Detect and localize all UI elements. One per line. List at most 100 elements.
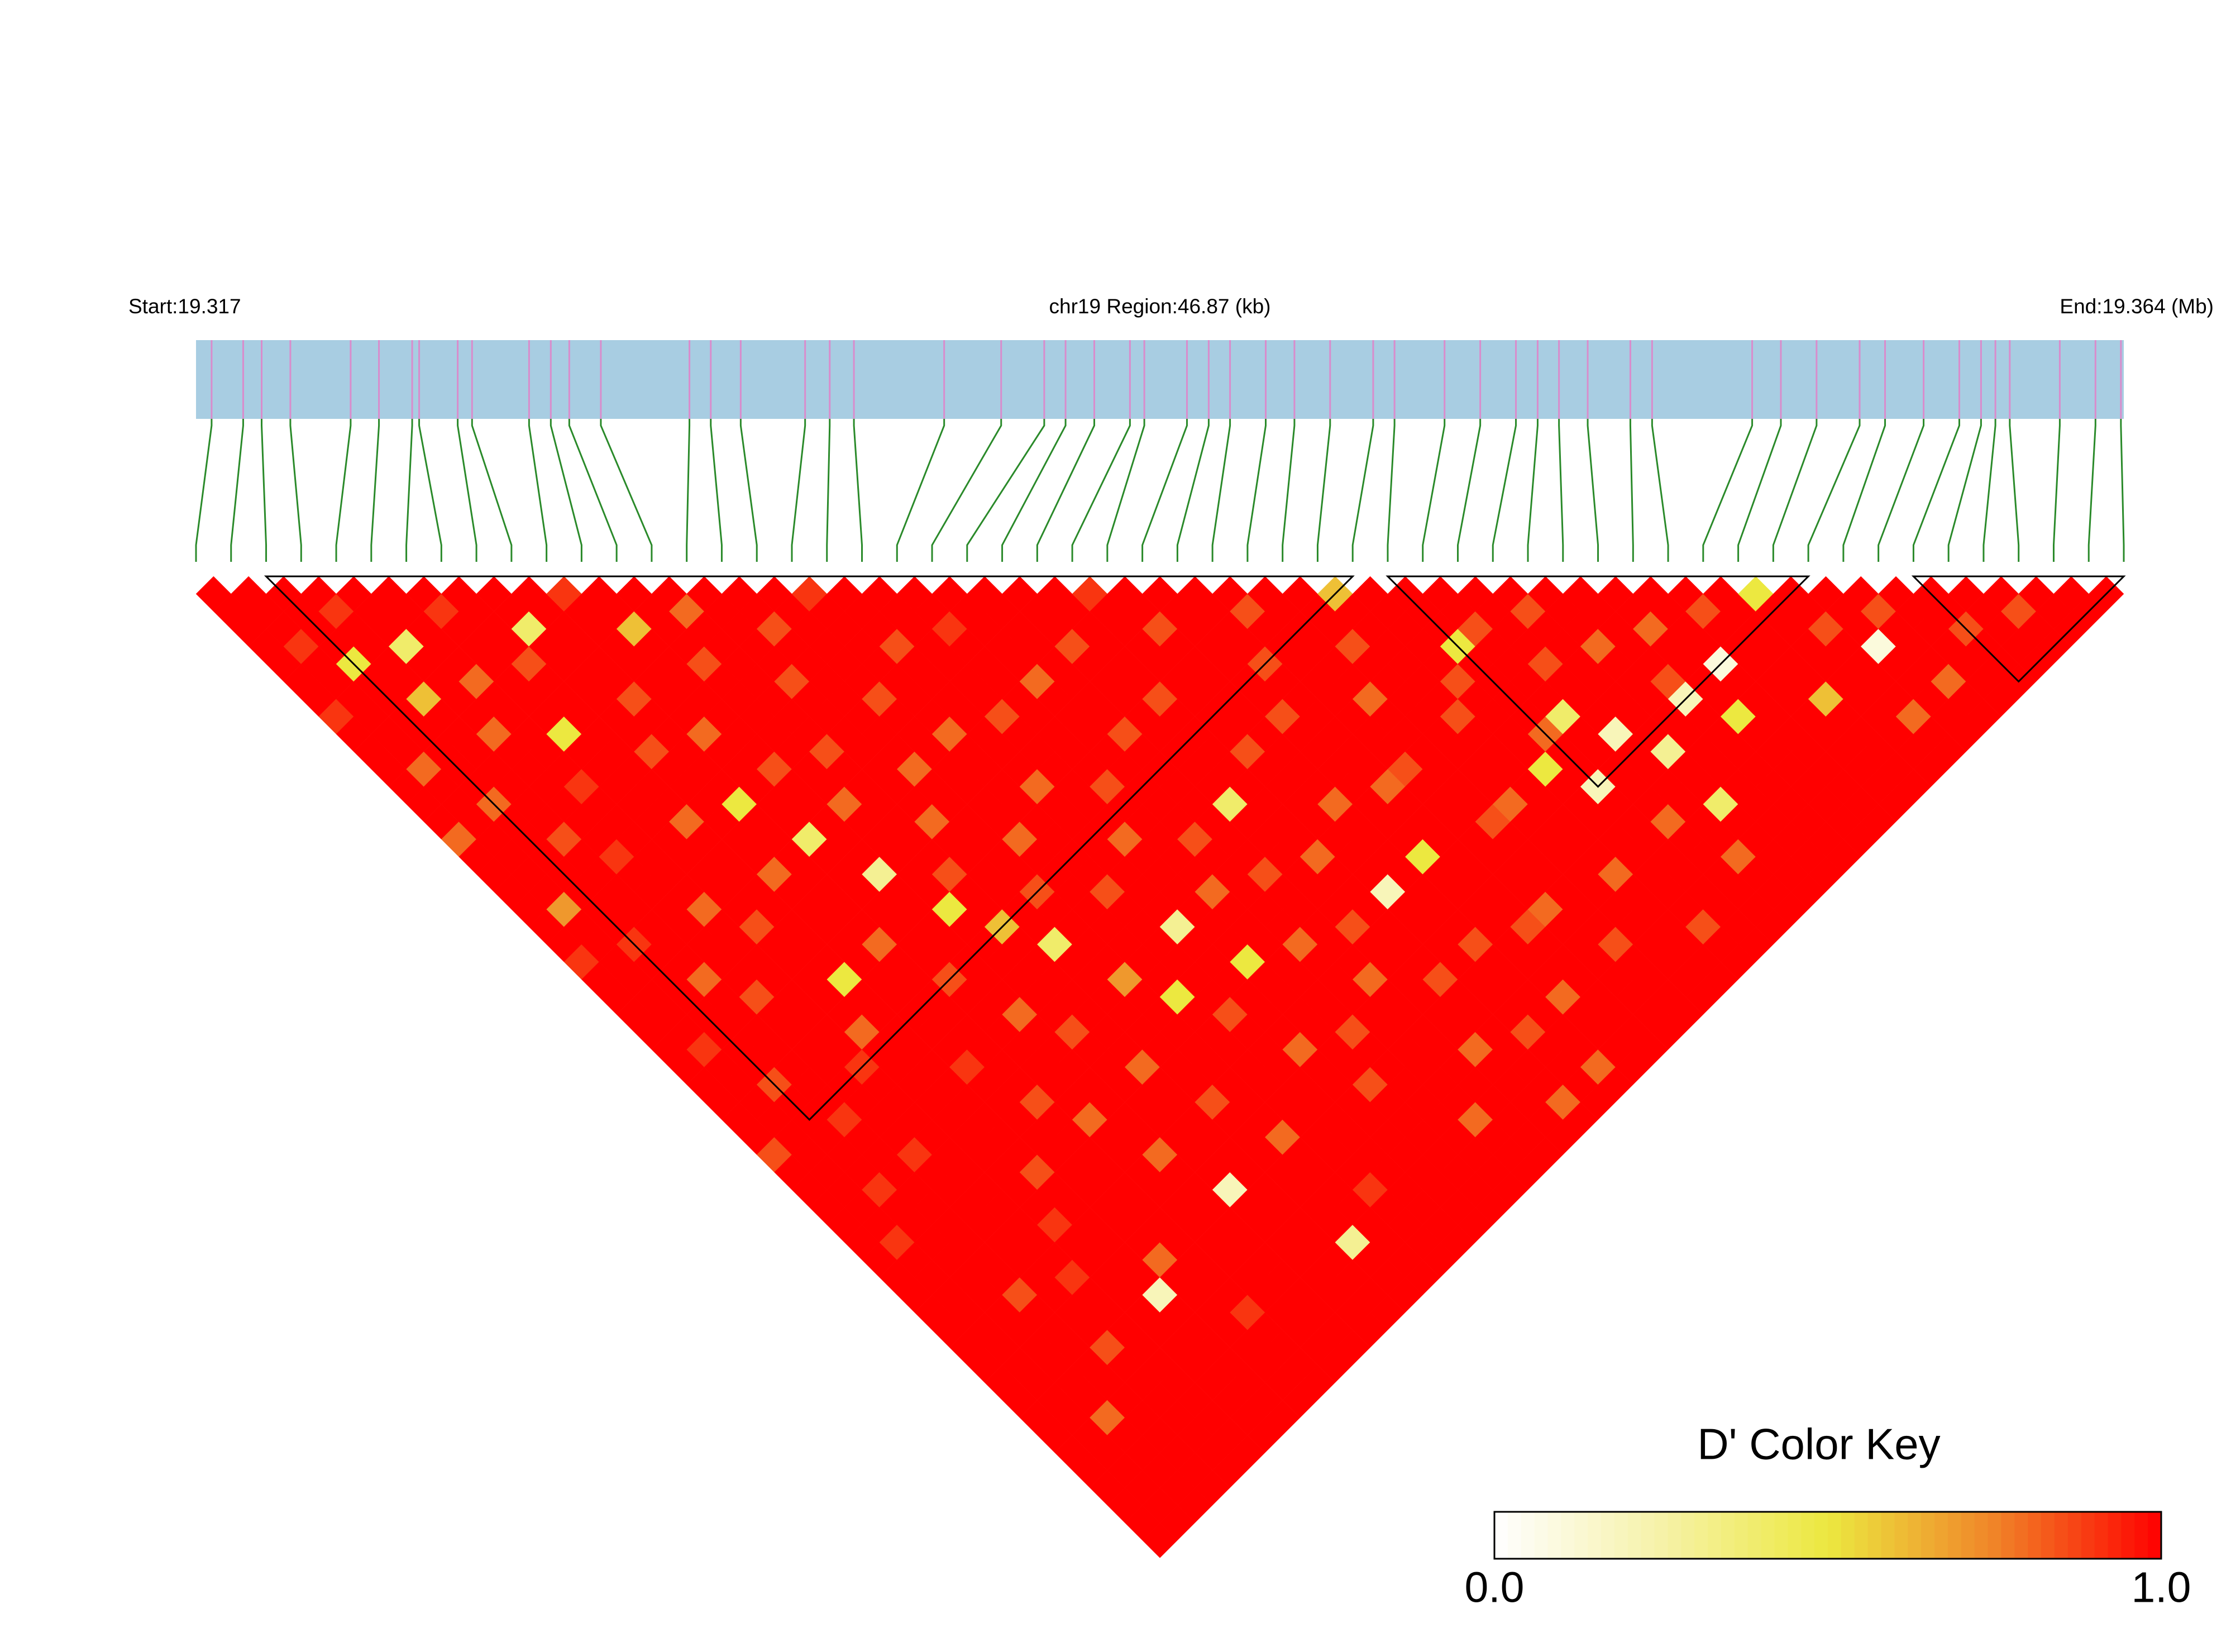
key-swatch — [1747, 1512, 1762, 1559]
snp-connector — [568, 419, 618, 562]
snp-connector — [405, 419, 413, 562]
snp-connector — [1316, 419, 1331, 562]
snp-connector — [195, 419, 213, 562]
snp-connector — [1282, 419, 1296, 562]
key-swatch — [1841, 1512, 1855, 1559]
key-swatch — [1908, 1512, 1922, 1559]
snp-connector — [853, 419, 863, 562]
key-swatch — [1934, 1512, 1948, 1559]
key-swatch — [1534, 1512, 1549, 1559]
key-swatch — [1854, 1512, 1869, 1559]
snp-connector — [966, 419, 1045, 562]
key-swatch — [1921, 1512, 1935, 1559]
key-swatch — [1774, 1512, 1788, 1559]
snp-connector — [791, 419, 806, 562]
snp-connector — [1071, 419, 1131, 562]
snp-connector — [230, 419, 244, 562]
key-swatch — [1614, 1512, 1628, 1559]
snp-connector — [1629, 419, 1634, 562]
key-swatch — [1721, 1512, 1735, 1559]
snp-connector — [739, 419, 758, 562]
key-swatch — [1694, 1512, 1708, 1559]
snp-connector — [1351, 419, 1374, 562]
snp-connector — [2120, 419, 2125, 562]
key-swatch — [2014, 1512, 2028, 1559]
snp-connector — [1982, 419, 1996, 562]
snp-connector — [2087, 419, 2096, 562]
key-swatch — [2121, 1512, 2135, 1559]
key-swatch — [1681, 1512, 1695, 1559]
key-swatch — [2001, 1512, 2015, 1559]
snp-connector — [1001, 419, 1067, 562]
snp-connector — [1772, 419, 1818, 562]
snp-connector — [1211, 419, 1231, 562]
snp-connector — [1702, 419, 1754, 562]
snp-connector — [1842, 419, 1886, 562]
snp-connector — [261, 419, 267, 562]
snp-connector — [1176, 419, 1210, 562]
key-swatch — [1988, 1512, 2001, 1559]
key-tick-label: 1.0 — [2131, 1563, 2191, 1611]
start-label: Start:19.317 — [128, 295, 241, 318]
snp-connector — [1527, 419, 1539, 562]
key-swatch — [2108, 1512, 2122, 1559]
key-swatch — [1828, 1512, 1842, 1559]
key-swatch — [2054, 1512, 2068, 1559]
snp-connector — [2009, 419, 2020, 562]
snp-connector — [550, 419, 582, 562]
snp-connector — [1422, 419, 1446, 562]
key-swatch — [1494, 1512, 1508, 1559]
snp-connector — [1558, 419, 1564, 562]
snp-connector — [528, 419, 548, 562]
key-swatch — [1654, 1512, 1668, 1559]
snp-connector — [1387, 419, 1396, 562]
key-frame — [1493, 1511, 2162, 1560]
key-swatch — [1708, 1512, 1722, 1559]
snp-connector — [1947, 419, 1982, 562]
color-key-title: D' Color Key — [1697, 1420, 1940, 1469]
key-swatch — [1627, 1512, 1642, 1559]
snp-connector — [1912, 419, 1960, 562]
key-swatch — [1547, 1512, 1561, 1559]
key-swatch — [1947, 1512, 1962, 1559]
snp-connector — [826, 419, 831, 562]
snp-connector — [1141, 419, 1188, 562]
key-swatch — [2148, 1512, 2162, 1559]
key-swatch — [1641, 1512, 1655, 1559]
snp-connector — [1737, 419, 1782, 562]
snp-connector — [1587, 419, 1599, 562]
region-label: chr19 Region:46.87 (kb) — [1049, 295, 1271, 318]
key-swatch — [1574, 1512, 1588, 1559]
key-swatch — [1801, 1512, 1815, 1559]
snp-connector — [2052, 419, 2061, 562]
snp-connector — [1878, 419, 1925, 562]
haplotype-block — [264, 575, 1355, 1121]
snp-connector — [289, 419, 302, 562]
snp-connector — [335, 419, 352, 562]
snp-connector — [471, 419, 513, 562]
key-swatch — [1668, 1512, 1681, 1559]
key-swatch — [1734, 1512, 1749, 1559]
key-swatch — [1521, 1512, 1535, 1559]
key-swatch — [1588, 1512, 1602, 1559]
key-swatch — [1881, 1512, 1895, 1559]
key-swatch — [1974, 1512, 1989, 1559]
snp-connector — [686, 419, 691, 562]
snp-connector — [1246, 419, 1267, 562]
key-swatch — [1561, 1512, 1575, 1559]
key-swatch — [1601, 1512, 1615, 1559]
end-label: End:19.364 (Mb) — [2060, 295, 2214, 318]
key-swatch — [1867, 1512, 1882, 1559]
haplotype-block — [1386, 575, 1810, 788]
snp-connector — [1456, 419, 1482, 562]
key-swatch — [2134, 1512, 2148, 1559]
snp-connector — [710, 419, 723, 562]
snp-connector — [370, 419, 380, 562]
snp-connector — [1106, 419, 1145, 562]
key-swatch — [2028, 1512, 2042, 1559]
position-bar — [196, 340, 2124, 419]
snp-connector — [931, 419, 1002, 562]
snp-connector — [1492, 419, 1517, 562]
key-swatch — [1814, 1512, 1828, 1559]
